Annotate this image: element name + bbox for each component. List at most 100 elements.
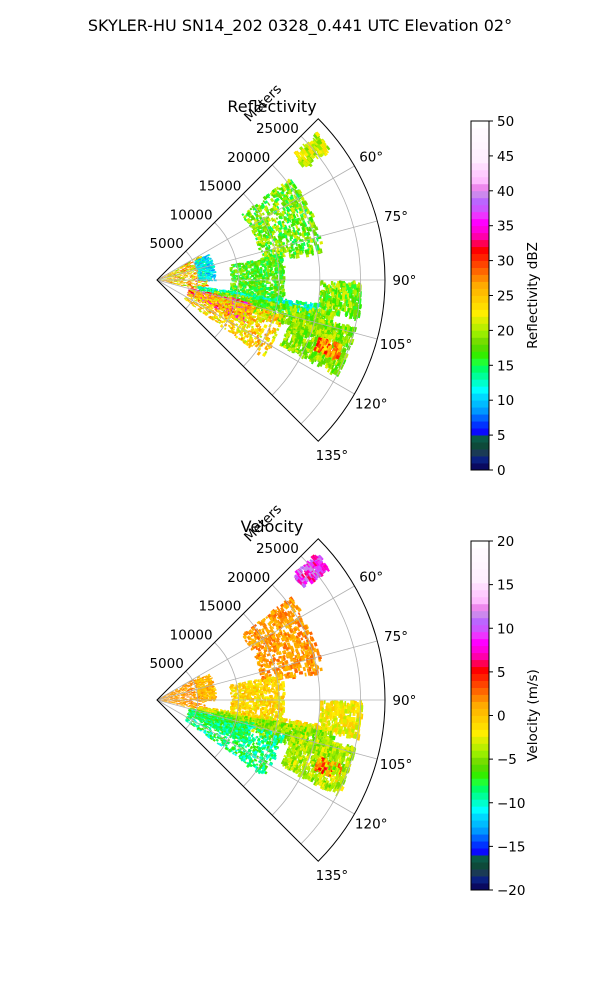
echo-cell	[190, 272, 193, 274]
echo-cell	[270, 217, 274, 221]
echo-cell	[302, 156, 309, 163]
echo-cell	[249, 280, 252, 283]
echo-cell	[203, 261, 206, 263]
echo-cell	[267, 217, 272, 222]
reflectivity-polar-plot: 500010000150002000025000Meters60°75°90°1…	[149, 81, 416, 464]
echo-cell	[272, 238, 276, 242]
echo-cell	[288, 300, 292, 305]
echo-cell	[251, 281, 254, 285]
echo-cell	[262, 242, 267, 246]
echo-cell	[176, 282, 179, 283]
echo-cell	[274, 272, 278, 275]
echo-cell	[181, 267, 184, 270]
echo-cell	[173, 271, 177, 273]
echo-cell	[234, 270, 238, 274]
echo-cell	[231, 266, 233, 269]
echo-cell	[274, 283, 277, 287]
echo-cell	[290, 214, 295, 220]
echo-cell	[268, 262, 272, 266]
echo-cell	[173, 275, 177, 277]
echo-cell	[195, 280, 198, 282]
echo-cell	[265, 235, 269, 239]
echo-cell	[274, 199, 278, 204]
echo-cell	[279, 223, 283, 228]
echo-cell	[277, 235, 282, 240]
echo-cell	[289, 179, 294, 184]
echo-cell	[295, 220, 300, 225]
echo-cell	[251, 229, 254, 233]
echo-cell	[167, 281, 170, 282]
echo-cell	[167, 280, 170, 281]
echo-cell	[275, 293, 278, 296]
echo-cell	[258, 243, 262, 247]
echo-cell	[283, 254, 286, 258]
echo-cell	[314, 131, 320, 138]
echo-cell	[315, 148, 319, 153]
echo-cell	[254, 203, 259, 208]
echo-cell	[279, 226, 283, 231]
echo-cell	[198, 258, 201, 260]
echo-cell	[171, 282, 175, 283]
echo-cell	[189, 264, 193, 267]
echo-cell	[231, 278, 234, 280]
echo-cell	[246, 271, 249, 273]
echo-cell	[173, 273, 175, 275]
echo-cell	[166, 275, 170, 277]
echo-cell	[276, 274, 279, 278]
echo-cell	[204, 263, 208, 266]
echo-cell	[182, 283, 186, 284]
echo-cell	[184, 267, 187, 269]
echo-cell	[285, 242, 288, 245]
echo-cell	[272, 230, 276, 234]
echo-cell	[305, 150, 312, 157]
echo-cell	[301, 148, 307, 154]
echo-cell	[181, 271, 184, 273]
echo-cell	[237, 263, 240, 266]
echo-cell	[267, 230, 272, 234]
echo-cell	[195, 264, 199, 266]
echo-cell	[199, 263, 203, 266]
echo-cell	[166, 278, 169, 280]
echo-cell	[258, 247, 261, 251]
echo-cell	[268, 265, 272, 269]
echo-cell	[182, 269, 186, 271]
echo-cell	[321, 143, 327, 149]
echo-cell	[170, 278, 172, 279]
echo-cell	[195, 273, 198, 275]
echo-cell	[291, 248, 296, 252]
echo-cell	[210, 269, 214, 272]
echo-cell	[278, 238, 282, 242]
echo-cell	[257, 225, 262, 230]
echo-cell	[277, 220, 282, 225]
echo-cell	[271, 189, 276, 193]
echo-cell	[261, 212, 265, 216]
echo-cell	[197, 261, 199, 263]
echo-cell	[275, 211, 280, 217]
echo-cell	[301, 226, 306, 232]
echo-cell	[304, 143, 310, 149]
echo-cell	[218, 289, 223, 292]
echo-cell	[261, 244, 266, 248]
echo-cell	[198, 276, 202, 278]
echo-cell	[174, 280, 178, 281]
echo-cell	[251, 274, 255, 278]
echo-cell	[183, 265, 187, 268]
echo-cell	[267, 293, 270, 296]
echo-cell	[279, 216, 284, 220]
echo-cell	[285, 183, 290, 189]
echo-cell	[243, 217, 247, 222]
echo-cell	[274, 220, 278, 224]
echo-cell	[300, 206, 304, 212]
echo-cell	[266, 268, 269, 272]
echo-cell	[284, 234, 288, 239]
echo-cell	[197, 273, 201, 275]
echo-cell	[241, 213, 245, 217]
echo-cell	[310, 245, 314, 249]
echo-cell	[306, 242, 309, 248]
echo-cell	[247, 272, 250, 276]
echo-cell	[291, 231, 294, 236]
echo-cell	[163, 280, 167, 282]
echo-cell	[306, 160, 311, 165]
echo-cell	[275, 296, 278, 299]
echo-cell	[173, 283, 176, 285]
